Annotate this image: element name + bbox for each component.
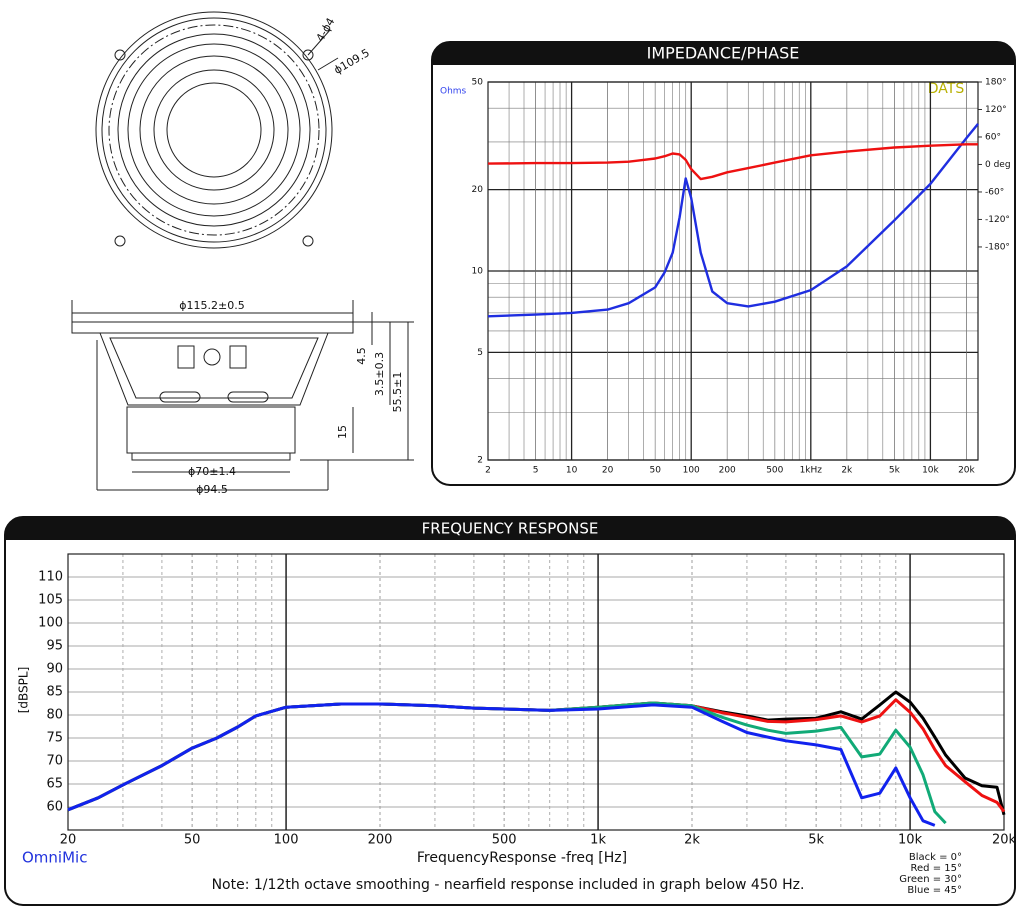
x-tick-label: 20k <box>992 833 1017 848</box>
plot-frame <box>67 553 1005 831</box>
y2-tick-label: 180° <box>985 78 1007 88</box>
x-tick-label: 20 <box>602 466 614 476</box>
dimension-label: ϕ115.2±0.5 <box>179 299 244 312</box>
note: Note: 1/12th octave smoothing - nearfiel… <box>212 877 805 893</box>
y2-tick-label: -60° <box>985 187 1004 197</box>
x-tick-label: 10k <box>898 833 923 848</box>
y-axis-label: Ohms <box>440 87 467 97</box>
series-line <box>487 143 978 181</box>
dimension-label: ϕ94.5 <box>196 483 228 496</box>
y-tick-label: 85 <box>46 685 63 700</box>
y-tick-label: 110 <box>38 570 63 585</box>
y2-tick-label: 120° <box>985 105 1007 115</box>
x-tick-label: 20 <box>60 833 77 848</box>
y-tick-label: 20 <box>472 185 484 195</box>
x-tick-label: 5k <box>889 466 901 476</box>
y-tick-label: 95 <box>46 639 63 654</box>
y-tick-label: 70 <box>46 754 63 769</box>
dimension-label: 4.5 <box>355 347 368 365</box>
x-tick-label: 500 <box>492 833 517 848</box>
y-tick-label: 60 <box>46 800 63 815</box>
x-tick-label: 5k <box>808 833 824 848</box>
y2-tick-label: -120° <box>985 215 1010 225</box>
x-tick-label: 200 <box>368 833 393 848</box>
y-tick-label: 5 <box>477 348 483 358</box>
x-tick-label: 2 <box>485 466 491 476</box>
front-view-drawing <box>95 11 339 249</box>
dimension-label: ϕ109.5 <box>332 46 372 77</box>
x-tick-label: 1k <box>590 833 606 848</box>
series-line <box>67 702 936 827</box>
x-tick-label: 5 <box>533 466 539 476</box>
legend-entry: Black = 0° <box>909 852 962 863</box>
dimension-label: 3.5±0.3 <box>373 352 386 396</box>
y2-tick-label: 0 deg <box>985 160 1011 170</box>
x-tick-label: 20k <box>958 466 975 476</box>
x-tick-label: 500 <box>766 466 783 476</box>
x-tick-label: 100 <box>683 466 700 476</box>
brand: OmniMic <box>22 849 87 867</box>
y-tick-label: 50 <box>472 78 484 88</box>
dimension-label: 55.5±1 <box>391 372 404 413</box>
side-view-drawing <box>71 300 414 491</box>
y2-tick-label: -180° <box>985 242 1010 252</box>
x-tick-label: 100 <box>274 833 299 848</box>
y-tick-label: 75 <box>46 731 63 746</box>
legend-entry: Red = 15° <box>911 863 962 874</box>
plot-frame <box>487 81 979 461</box>
x-axis-label: FrequencyResponse -freq [Hz] <box>417 850 627 866</box>
y-tick-label: 90 <box>46 662 63 677</box>
x-tick-label: 50 <box>649 466 661 476</box>
y2-tick-label: 60° <box>985 132 1001 142</box>
y-axis-label: [dBSPL] <box>17 667 31 714</box>
dimension-label: ϕ70±1.4 <box>188 465 236 478</box>
x-tick-label: 1kHz <box>800 466 823 476</box>
x-tick-label: 2k <box>841 466 853 476</box>
x-tick-label: 2k <box>684 833 700 848</box>
y-tick-label: 10 <box>472 267 484 277</box>
y-tick-label: 65 <box>46 777 63 792</box>
chart-title: FREQUENCY RESPONSE <box>422 520 599 538</box>
chart-title: IMPEDANCE/PHASE <box>647 44 800 63</box>
y-tick-label: 2 <box>477 456 483 466</box>
dimension-label: 4-ϕ4 <box>314 16 338 44</box>
y-tick-label: 105 <box>38 593 63 608</box>
x-tick-label: 200 <box>719 466 736 476</box>
x-tick-label: 50 <box>184 833 201 848</box>
panel-header <box>5 517 1015 540</box>
dimension-label: 15 <box>336 425 349 439</box>
series-line <box>487 123 979 318</box>
x-tick-label: 10k <box>922 466 939 476</box>
x-tick-label: 10 <box>566 466 578 476</box>
legend-entry: Blue = 45° <box>907 885 962 896</box>
y-tick-label: 100 <box>38 616 63 631</box>
panel-header <box>432 42 1015 65</box>
y-tick-label: 80 <box>46 708 63 723</box>
watermark: DATS <box>928 81 965 97</box>
legend-entry: Green = 30° <box>899 874 962 885</box>
